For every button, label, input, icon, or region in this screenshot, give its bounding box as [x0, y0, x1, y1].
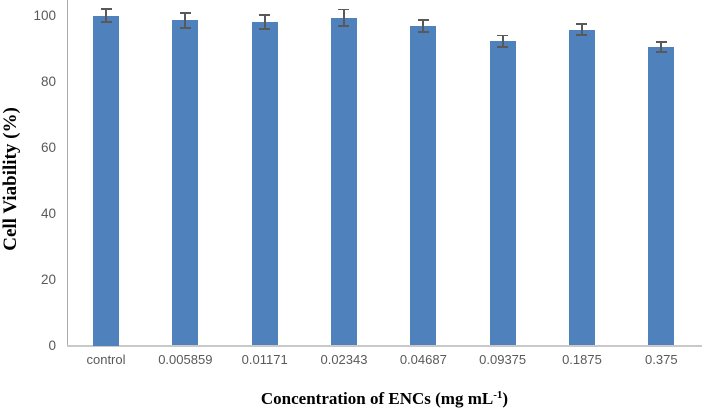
error-bar-cap-top	[338, 8, 350, 11]
bar	[330, 17, 357, 346]
x-tick-label: 0.09375	[479, 352, 527, 367]
y-tick-label: 80	[40, 73, 56, 89]
error-bar-cap-bottom	[338, 25, 350, 28]
error-bar-cap-top	[179, 11, 191, 14]
y-tick-label: 20	[40, 271, 56, 287]
bar	[489, 41, 516, 346]
x-axis-line	[66, 345, 702, 347]
y-axis-title: Cell Viability (%)	[0, 107, 21, 251]
bar	[568, 29, 595, 346]
error-bar-cap-bottom	[100, 20, 112, 23]
error-bar-cap-top	[259, 14, 271, 16]
x-axis-title-text: Concentration of ENCs (mg mL	[260, 389, 494, 408]
x-axis-title-suffix: )	[502, 389, 509, 408]
error-bar-line	[184, 11, 187, 30]
bar	[251, 22, 278, 346]
error-bar-line	[263, 14, 266, 30]
bar	[410, 26, 437, 346]
error-bar-line	[422, 19, 425, 33]
y-tick-label: 40	[40, 205, 56, 221]
bar	[172, 20, 199, 346]
x-tick-label: 0.01171	[241, 352, 288, 367]
y-tick-label: 0	[48, 337, 56, 353]
error-bar-cap-bottom	[655, 50, 667, 53]
error-bar-line	[660, 40, 663, 53]
y-tick-label: 100	[33, 7, 56, 23]
y-tick-label: 60	[40, 139, 56, 155]
x-axis-title-superscript: -1	[493, 389, 503, 401]
error-bar-cap-top	[100, 8, 112, 11]
error-bar-cap-bottom	[179, 27, 191, 30]
x-tick-label: control	[86, 352, 126, 367]
error-bar-line	[105, 8, 107, 23]
x-tick-label: 0.1875	[562, 352, 602, 367]
error-bar-line	[501, 34, 504, 48]
error-bar-cap-top	[417, 19, 429, 21]
error-bar-cap-top	[497, 34, 509, 37]
error-bar-line	[581, 23, 583, 36]
error-bar-cap-top	[655, 40, 667, 43]
error-bar-cap-bottom	[497, 46, 509, 48]
error-bar-cap-top	[576, 23, 588, 26]
bar	[648, 46, 675, 346]
error-bar-cap-bottom	[417, 31, 429, 33]
error-bar-line	[343, 8, 345, 28]
y-axis-line	[66, 0, 68, 346]
error-bar-cap-bottom	[259, 28, 271, 31]
x-tick-label: 0.02343	[320, 352, 368, 367]
x-axis-title: Concentration of ENCs (mg mL-1)	[67, 389, 702, 409]
bar	[93, 15, 119, 346]
error-bar-cap-bottom	[576, 34, 588, 36]
x-tick-label: 0.04687	[399, 352, 447, 367]
x-tick-label: 0.005859	[158, 352, 213, 367]
x-tick-label: 0.375	[645, 352, 678, 367]
